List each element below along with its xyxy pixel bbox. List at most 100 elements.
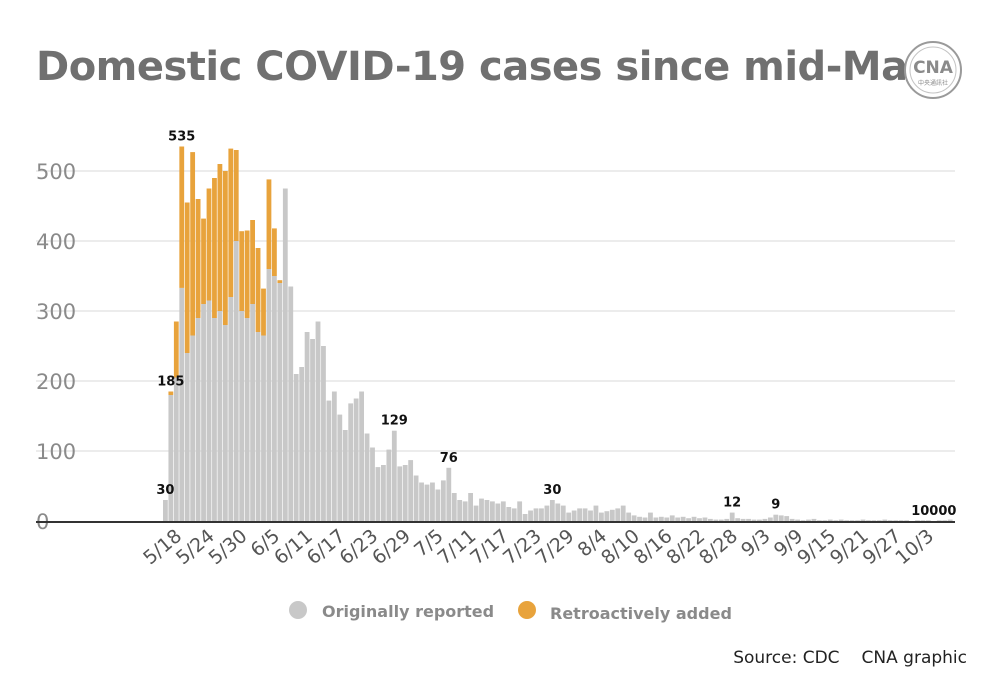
- bar-original: [288, 286, 294, 521]
- bars: [163, 146, 953, 521]
- bar-original: [718, 519, 724, 521]
- bar-original: [495, 503, 501, 521]
- bar-original: [244, 318, 250, 521]
- bar-original: [724, 518, 730, 521]
- bar-original: [375, 467, 381, 521]
- bar-original: [500, 501, 506, 521]
- bar-original: [163, 500, 168, 521]
- bar-original: [740, 518, 746, 521]
- bar-original: [359, 391, 364, 521]
- x-tick-label: 9/3: [737, 525, 775, 562]
- bar-original: [315, 321, 321, 521]
- bar-retro: [244, 230, 250, 318]
- bar-original: [658, 516, 664, 521]
- bar-original: [430, 482, 435, 521]
- bar-retro: [239, 231, 245, 311]
- y-tick-label: 100: [36, 440, 76, 464]
- data-label: 30: [543, 483, 561, 498]
- bar-original: [904, 520, 909, 521]
- x-tick-label: 8/28: [695, 525, 742, 569]
- bar-retro: [206, 188, 212, 301]
- bar-original: [860, 519, 866, 521]
- bar-retro: [201, 218, 206, 304]
- bar-original: [593, 505, 599, 521]
- bar-original: [353, 398, 359, 521]
- bar-original: [331, 391, 337, 521]
- bar-original: [680, 516, 686, 521]
- bar-retro: [217, 164, 223, 311]
- bar-original: [217, 311, 223, 521]
- bar-original: [838, 519, 844, 521]
- source-line: Source: CDC CNA graphic: [733, 648, 967, 668]
- data-label: 30: [156, 483, 174, 498]
- bar-retro: [255, 248, 261, 332]
- bar-retro: [222, 171, 228, 325]
- bar-original: [566, 512, 572, 521]
- bar-original: [419, 482, 424, 521]
- bar-original: [408, 460, 414, 521]
- bar-original: [555, 503, 561, 521]
- bar-original: [239, 311, 245, 521]
- bar-original: [713, 519, 719, 521]
- bar-original: [391, 430, 397, 521]
- bar-original: [266, 269, 272, 521]
- bar-original: [206, 300, 212, 521]
- bar-original: [926, 520, 931, 521]
- bar-original: [729, 512, 735, 521]
- bar-original: [549, 500, 555, 521]
- bar-original: [615, 508, 621, 521]
- bar-original: [255, 332, 261, 521]
- bar-original: [876, 520, 882, 521]
- bar-retro: [212, 178, 217, 318]
- bar-original: [735, 518, 741, 521]
- bar-original: [250, 304, 255, 521]
- bar-retro: [168, 391, 174, 395]
- bar-original: [337, 414, 343, 521]
- bar-original: [920, 520, 926, 521]
- bar-original: [827, 519, 833, 521]
- bar-original: [588, 510, 593, 521]
- legend: Originally reported Retroactively added: [289, 601, 732, 623]
- bar-original: [222, 325, 228, 521]
- logo-text: CNA: [913, 58, 954, 78]
- bar-original: [261, 335, 266, 521]
- bar-original: [386, 449, 392, 521]
- bar-original: [757, 519, 762, 521]
- bar-original: [936, 520, 942, 521]
- bar-retro: [266, 179, 272, 269]
- cna-logo-icon: CNA 中央通訊社: [904, 41, 962, 99]
- bar-original: [833, 520, 839, 521]
- bar-original: [173, 377, 179, 521]
- bar-retro: [228, 148, 234, 297]
- bar-original: [778, 515, 784, 521]
- y-tick-label: 300: [36, 300, 76, 324]
- legend-label-original: Originally reported: [322, 602, 494, 621]
- bar-retro: [195, 199, 201, 318]
- bar-retro: [184, 202, 190, 353]
- bar-original: [898, 520, 904, 521]
- bar-original: [653, 517, 659, 521]
- y-tick-label: 400: [36, 230, 76, 254]
- bar-original: [490, 501, 495, 521]
- bar-retro: [261, 288, 266, 336]
- bar-original: [168, 395, 174, 521]
- bar-original: [887, 520, 893, 521]
- bar-original: [348, 403, 354, 521]
- bar-original: [484, 500, 490, 521]
- bar-original: [702, 517, 708, 521]
- bar-original: [299, 367, 305, 521]
- bar-original: [893, 520, 899, 521]
- bar-original: [310, 339, 315, 521]
- bar-original: [544, 505, 550, 521]
- bar-original: [599, 512, 604, 521]
- bar-original: [282, 188, 288, 521]
- bar-original: [473, 505, 479, 521]
- bar-original: [762, 518, 768, 521]
- data-label: 535: [168, 130, 195, 145]
- bar-original: [342, 430, 348, 521]
- bar-original: [446, 467, 452, 521]
- data-label: 185: [157, 375, 184, 390]
- bar-original: [457, 500, 463, 521]
- bar-original: [773, 514, 779, 521]
